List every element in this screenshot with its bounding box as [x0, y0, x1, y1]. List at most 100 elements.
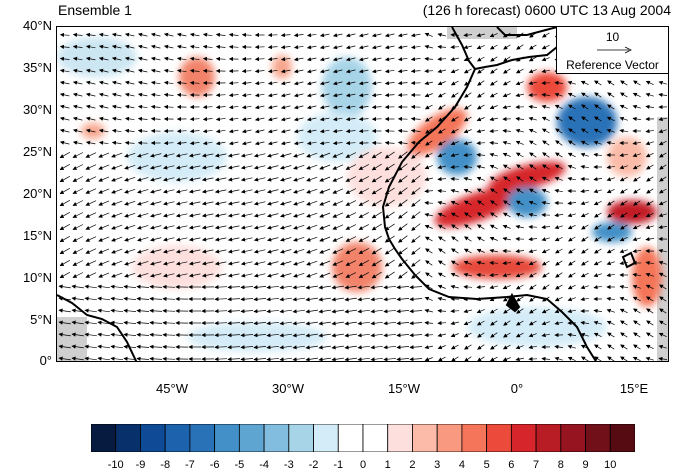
wind-vector	[424, 296, 433, 301]
wind-vector	[124, 272, 136, 278]
wind-vector	[111, 116, 122, 121]
wind-vector	[384, 259, 395, 267]
wind-vector	[607, 332, 615, 338]
wind-vector	[254, 93, 265, 98]
wind-vector	[163, 153, 175, 158]
wind-vector	[424, 212, 433, 217]
wind-vector	[489, 285, 498, 290]
wind-vector	[306, 176, 318, 182]
wind-vector	[357, 297, 370, 302]
wind-vector	[331, 333, 344, 338]
wind-vector	[280, 177, 292, 182]
lat-label-30n: 30°N	[22, 102, 52, 117]
wind-vector	[332, 248, 344, 254]
wind-vector	[163, 68, 174, 73]
wind-vector	[306, 81, 317, 86]
wind-vector	[176, 68, 187, 73]
wind-vector	[463, 200, 472, 206]
wind-vector	[489, 128, 499, 134]
wind-vector	[358, 236, 369, 242]
wind-vector	[59, 223, 70, 231]
wind-vector	[306, 260, 318, 266]
wind-vector	[188, 177, 201, 182]
wind-vector	[85, 224, 97, 230]
wind-vector	[150, 92, 161, 97]
wind-vector	[476, 140, 486, 146]
wind-vector	[305, 357, 318, 361]
wind-vector	[85, 116, 96, 121]
wind-vector	[97, 344, 111, 349]
wind-vector	[267, 165, 279, 170]
wind-vector	[580, 201, 589, 206]
wind-vector	[137, 92, 148, 97]
wind-vector	[528, 200, 537, 205]
wind-vector	[424, 81, 433, 86]
wind-vector	[110, 284, 124, 289]
wind-vector	[489, 92, 498, 98]
wind-vector	[383, 345, 397, 350]
wind-vector	[515, 212, 524, 217]
wind-vector	[293, 33, 304, 38]
wind-vector	[503, 332, 511, 338]
wind-vector	[463, 45, 472, 50]
reference-vector-label: Reference Vector	[566, 58, 659, 72]
wind-vector	[331, 297, 344, 302]
wind-vector	[424, 56, 434, 62]
wind-vector	[464, 356, 472, 361]
wind-vector	[293, 248, 305, 254]
wind-vector	[645, 152, 654, 158]
wind-vector	[554, 356, 563, 361]
wind-vector	[124, 176, 136, 182]
wind-vector	[410, 45, 421, 50]
wind-vector	[541, 44, 550, 50]
wind-vector	[464, 344, 472, 350]
wind-vector	[59, 80, 70, 85]
wind-vector	[253, 213, 266, 218]
wind-vector	[228, 32, 239, 37]
colorbar-label: 3	[434, 459, 441, 471]
wind-vector	[541, 260, 550, 266]
wind-vector	[201, 189, 214, 194]
wind-vector	[136, 332, 150, 337]
wind-vector	[658, 117, 667, 122]
wind-vector	[279, 309, 292, 314]
wind-vector	[137, 261, 149, 266]
wind-vector	[606, 177, 615, 182]
wind-vector	[646, 296, 654, 302]
wind-vector	[503, 68, 511, 74]
wind-vector	[111, 176, 123, 182]
wind-vector	[541, 116, 550, 122]
colorbar-cell	[337, 424, 364, 452]
wind-vector	[227, 237, 240, 242]
wind-vector	[384, 69, 395, 74]
wind-vector	[267, 153, 279, 158]
wind-vector	[214, 321, 228, 326]
wind-vector	[411, 271, 421, 279]
wind-vector	[306, 164, 318, 170]
wind-vector	[292, 297, 305, 302]
wind-vector	[84, 284, 97, 289]
wind-vector	[280, 213, 292, 218]
wind-vector	[541, 92, 551, 98]
wind-vector	[240, 201, 253, 206]
wind-vector	[98, 92, 109, 97]
wind-vector	[332, 105, 343, 110]
wind-vector	[201, 165, 214, 170]
wind-vector	[567, 164, 576, 169]
wind-vector	[411, 187, 421, 195]
reference-vector-box: 10 Reference Vector	[556, 26, 669, 74]
wind-vector	[98, 272, 110, 278]
wind-vector	[437, 92, 446, 98]
colorbar-label: -5	[234, 459, 245, 471]
wind-vector	[227, 189, 240, 194]
wind-vector	[529, 164, 537, 170]
wind-vector	[658, 80, 667, 85]
wind-vector	[240, 165, 253, 170]
wind-vector	[227, 213, 240, 218]
wind-vector	[254, 105, 265, 110]
wind-vector	[345, 236, 357, 242]
wind-vector	[411, 175, 421, 183]
wind-vector	[358, 188, 369, 194]
wind-vector	[502, 105, 511, 110]
wind-vector	[383, 333, 397, 338]
